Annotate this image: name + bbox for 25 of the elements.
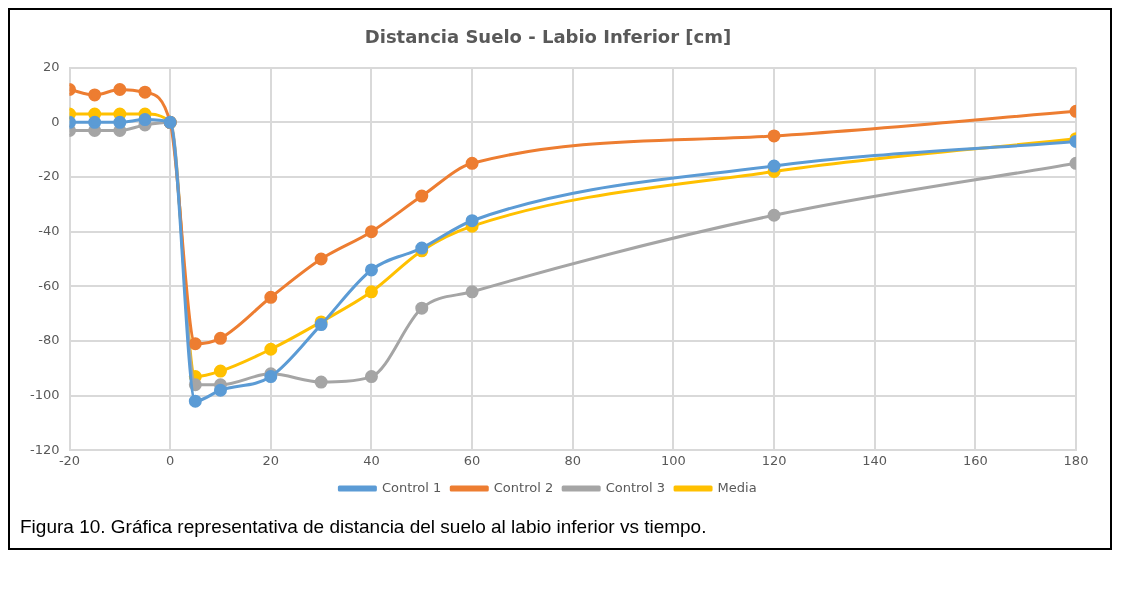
x-tick-label: 180 xyxy=(1063,452,1089,468)
y-tick-label: 20 xyxy=(42,58,60,74)
text: Figura 10. Gráfica representativa de distancia del suelo al labio inferior vs tiempo. xyxy=(19,515,708,539)
legend-label: Media xyxy=(717,479,757,495)
x-tick-label: 160 xyxy=(962,452,988,468)
x-tick-label: 120 xyxy=(761,452,787,468)
y-tick-label: -20 xyxy=(38,168,60,184)
y-tick-label: -60 xyxy=(38,277,60,293)
y-tick-label: -80 xyxy=(38,332,60,348)
x-tick-label: 20 xyxy=(262,452,280,468)
x-tick-label: 60 xyxy=(463,452,481,468)
x-tick-label: 0 xyxy=(166,452,175,468)
legend-label: Control 1 xyxy=(381,479,442,495)
x-tick-label: 40 xyxy=(363,452,380,468)
y-tick-label: -100 xyxy=(29,387,60,403)
legend-label: Control 3 xyxy=(605,479,666,495)
x-tick-label: 140 xyxy=(862,452,888,468)
x-tick-label: 80 xyxy=(564,452,582,468)
legend-label: Control 2 xyxy=(493,479,554,495)
x-tick-label: 100 xyxy=(660,452,686,468)
y-tick-label: -120 xyxy=(29,441,60,457)
y-tick-label: -40 xyxy=(38,223,60,239)
x-tick-label: -20 xyxy=(58,452,81,468)
y-tick-label: 0 xyxy=(51,113,60,129)
chart-title: Distancia Suelo - Labio Inferior [cm] xyxy=(364,26,732,48)
